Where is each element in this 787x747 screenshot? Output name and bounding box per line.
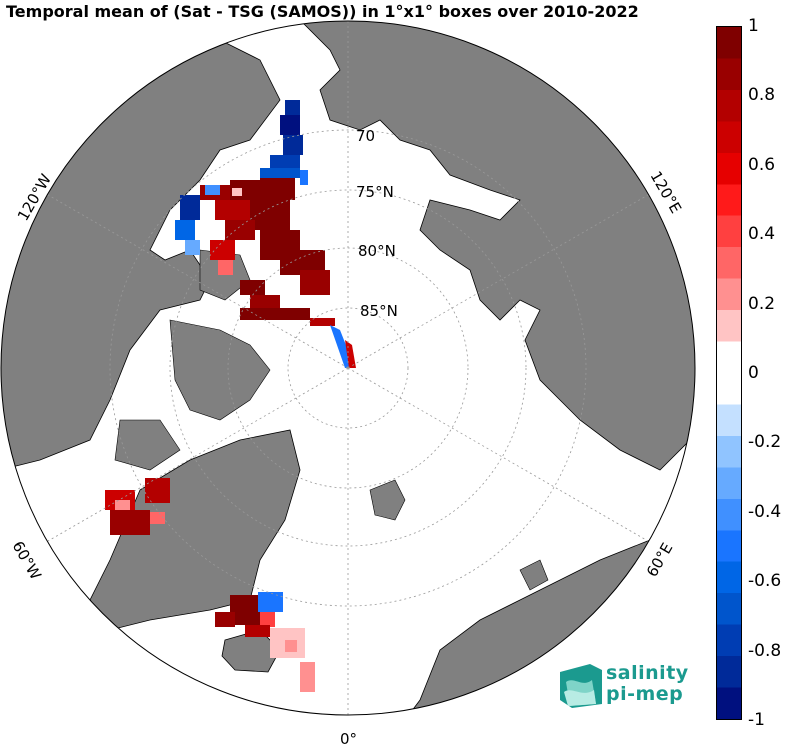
colorbar-tick-label: 0 <box>748 363 759 383</box>
colorbar <box>716 26 742 720</box>
logo-text-salinity: salinity <box>606 662 689 684</box>
data-track-blue <box>175 100 308 255</box>
data-track-baffin <box>105 478 170 535</box>
colorbar-tick-label: 0.4 <box>748 224 776 245</box>
lat-label-75: 75°N <box>356 183 394 201</box>
map-boundary <box>0 20 696 716</box>
lon-label-60e: 60°E <box>643 540 677 580</box>
colorbar-tick-label: 1 <box>748 16 759 36</box>
data-track-greenland-sea <box>215 592 315 692</box>
colorbar-tick-label: -0.2 <box>748 432 782 453</box>
colorbar-tick-label: -0.8 <box>748 640 782 661</box>
colorbar-tick-label: 0.8 <box>748 85 776 106</box>
colorbar-tick-label: 0.6 <box>748 154 776 175</box>
chart-title: Temporal mean of (Sat - TSG (SAMOS)) in … <box>6 2 639 21</box>
logo-text-pimep: pi-mep <box>606 683 684 705</box>
colorbar-tick-label: -0.6 <box>748 571 782 592</box>
land-archipelago <box>169 319 271 421</box>
colorbar-tick-label: -0.4 <box>748 501 782 522</box>
colorbar-tick-label: -1 <box>748 710 765 730</box>
data-track-beaufort <box>200 175 335 326</box>
lat-label-70: 70 <box>356 127 375 145</box>
colorbar-tick-label: 0.2 <box>748 293 776 314</box>
lon-label-60w: 60°W <box>9 538 45 583</box>
lat-label-80: 80°N <box>358 242 396 260</box>
land-svalbard <box>369 479 406 521</box>
lat-label-85: 85°N <box>360 302 398 320</box>
lon-label-0: 0° <box>340 730 357 747</box>
graticule <box>47 21 649 715</box>
salinity-logo-icon <box>560 664 602 708</box>
